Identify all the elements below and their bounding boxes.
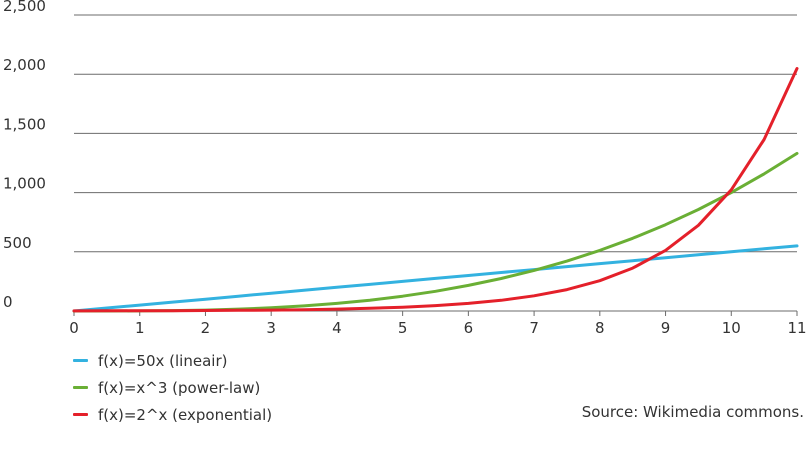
y-tick-label: 2,500 — [3, 0, 46, 15]
y-tick-label: 0 — [3, 293, 13, 311]
legend-label-linear: f(x)=50x (lineair) — [98, 351, 228, 370]
series-line-linear — [72, 244, 799, 313]
x-tick-label: 5 — [398, 319, 408, 337]
x-tick-label: 9 — [661, 319, 671, 337]
legend-label-exponential: f(x)=2^x (exponential) — [98, 405, 273, 424]
x-tick-label: 0 — [69, 319, 79, 337]
y-tick-label: 2,000 — [3, 56, 46, 74]
y-tick-label: 500 — [3, 234, 32, 252]
legend-swatch-linear — [73, 359, 88, 362]
gridlines — [74, 14, 797, 253]
legend: f(x)=50x (lineair) f(x)=x^3 (power-law) … — [73, 347, 272, 428]
x-tick-label: 3 — [266, 319, 276, 337]
series-lines — [72, 67, 799, 313]
legend-item-linear: f(x)=50x (lineair) — [73, 347, 272, 374]
line-chart: 0 500 1,000 1,500 2,000 2,500 0 1 2 3 4 5 6 7 8 9 10 11 — [3, 0, 807, 337]
y-tick-label: 1,500 — [3, 115, 46, 133]
legend-swatch-exponential — [73, 413, 88, 416]
x-tick-label: 10 — [722, 319, 741, 337]
legend-label-power-law: f(x)=x^3 (power-law) — [98, 378, 261, 397]
legend-item-power-law: f(x)=x^3 (power-law) — [73, 374, 272, 401]
series-line-exponential — [72, 67, 799, 313]
y-tick-label: 1,000 — [3, 175, 46, 193]
x-tick-label: 6 — [464, 319, 474, 337]
x-tick-label: 4 — [332, 319, 342, 337]
x-tick-label: 11 — [787, 319, 806, 337]
x-tick-label: 8 — [595, 319, 605, 337]
x-tick-label: 2 — [201, 319, 211, 337]
legend-swatch-power-law — [73, 386, 88, 389]
legend-item-exponential: f(x)=2^x (exponential) — [73, 401, 272, 428]
source-note: Source: Wikimedia commons. — [581, 403, 804, 421]
x-tick-labels: 0 1 2 3 4 5 6 7 8 9 10 11 — [69, 319, 806, 337]
y-tick-labels: 0 500 1,000 1,500 2,000 2,500 — [3, 0, 46, 311]
x-tick-label: 1 — [135, 319, 145, 337]
x-tick-label: 7 — [529, 319, 539, 337]
